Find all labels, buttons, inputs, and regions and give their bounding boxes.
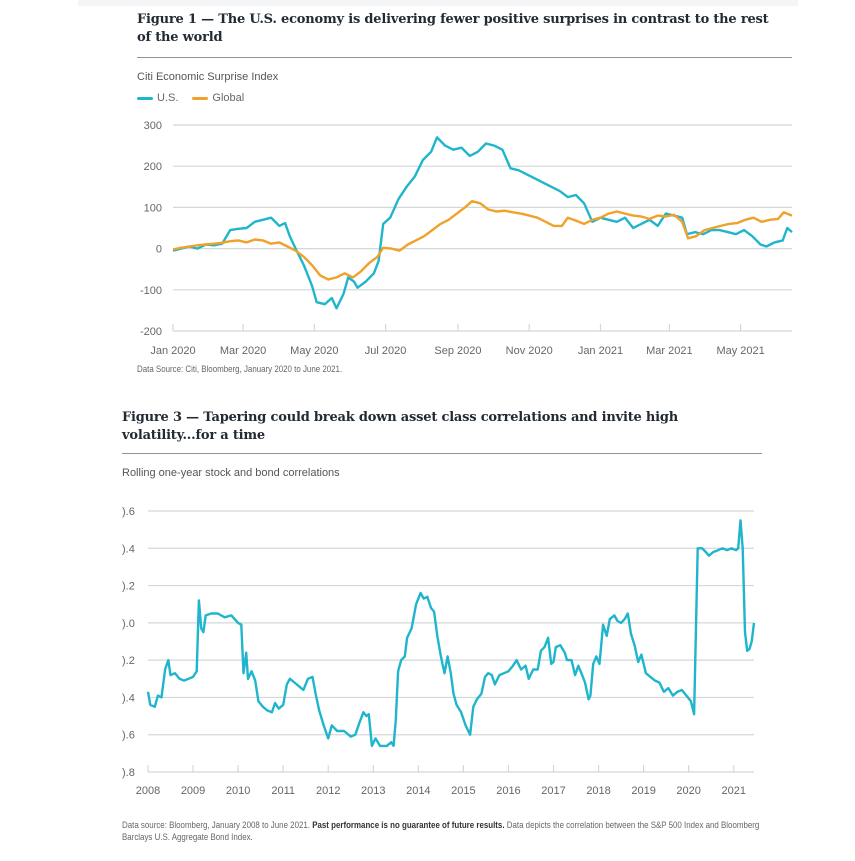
x-tick-label: 2011 — [271, 785, 295, 797]
x-tick-label: 2012 — [316, 785, 340, 797]
x-tick-label: Jul 2020 — [365, 345, 407, 357]
figure1-subtitle: Citi Economic Surprise Index — [137, 71, 279, 83]
x-tick-label: Jan 2020 — [150, 345, 195, 357]
y-tick-label: ).4 — [122, 543, 135, 555]
legend-label-global: Global — [212, 92, 245, 104]
figure1-legend: U.S. Global — [137, 92, 258, 104]
y-tick-label: ).8 — [122, 767, 135, 779]
y-tick-label: ).4 — [122, 692, 135, 704]
x-tick-label: 2016 — [496, 785, 520, 797]
x-tick-label: 2021 — [721, 785, 745, 797]
y-tick-label: 0 — [156, 244, 162, 256]
legend-item-us: U.S. — [137, 92, 178, 104]
figure3-title: Figure 3 — Tapering could break down ass… — [122, 410, 679, 443]
y-tick-label: -200 — [140, 326, 162, 338]
x-tick-label: Sep 2020 — [434, 345, 481, 357]
y-tick-label: ).2 — [122, 655, 135, 667]
x-tick-label: 2019 — [631, 785, 655, 797]
x-tick-label: 2014 — [406, 785, 430, 797]
x-tick-label: Mar 2020 — [220, 345, 266, 357]
y-tick-label: ).2 — [122, 581, 135, 593]
y-tick-label: -100 — [140, 285, 162, 297]
figure3-disclaimer: Past performance is no guarantee of futu… — [312, 820, 505, 830]
x-tick-label: 2020 — [676, 785, 700, 797]
figure1-source: Data Source: Citi, Bloomberg, January 20… — [137, 364, 343, 374]
x-tick-label: May 2020 — [290, 345, 338, 357]
figure3-subtitle: Rolling one-year stock and bond correlat… — [122, 467, 340, 479]
y-tick-label: ).6 — [122, 730, 135, 742]
figure1-divider — [137, 57, 792, 58]
figure3-source-suffix: Data depicts the correlation between the… — [122, 820, 760, 842]
figure1-title: Figure 1 — The U.S. economy is deliverin… — [137, 12, 769, 45]
y-tick-label: 300 — [144, 120, 162, 132]
y-tick-label: ).6 — [122, 506, 135, 518]
x-tick-label: 2010 — [226, 785, 250, 797]
legend-label-us: U.S. — [157, 92, 179, 104]
x-tick-label: Jan 2021 — [578, 345, 623, 357]
y-tick-label: 200 — [144, 161, 162, 173]
x-tick-label: Mar 2021 — [646, 345, 692, 357]
figure3-source: Data source: Bloomberg, January 2008 to … — [122, 819, 773, 843]
series-line-us — [172, 136, 793, 310]
series-line-global — [172, 200, 793, 281]
y-tick-label: ).0 — [122, 618, 135, 630]
figure3-source-prefix: Data source: Bloomberg, January 2008 to … — [122, 820, 313, 830]
x-tick-label: 2018 — [586, 785, 610, 797]
y-tick-label: 100 — [144, 202, 162, 214]
figure1-chart: 300 200 100 0 -100 -200 Jan 2020 Mar 2020 May 20… — [140, 120, 793, 357]
legend-swatch-us — [137, 96, 153, 100]
x-tick-label: May 2021 — [716, 345, 764, 357]
x-tick-label: 2015 — [451, 785, 475, 797]
x-tick-label: 2013 — [361, 785, 385, 797]
x-tick-label: Nov 2020 — [506, 345, 553, 357]
series-line-correlation — [146, 519, 756, 748]
top-scroll-bar — [78, 0, 798, 6]
x-tick-label: 2017 — [541, 785, 565, 797]
legend-swatch-global — [192, 96, 209, 100]
legend-item-global: Global — [192, 92, 244, 104]
x-tick-label: 2009 — [181, 785, 205, 797]
figure3-divider — [122, 453, 762, 454]
x-tick-label: 2008 — [136, 785, 160, 797]
